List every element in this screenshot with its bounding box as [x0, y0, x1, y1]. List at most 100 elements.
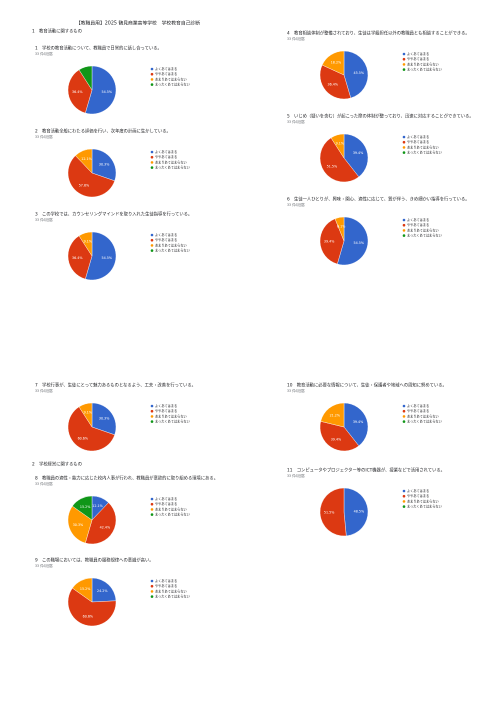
pie-slice — [343, 402, 369, 447]
legend-swatch — [150, 72, 154, 76]
slice-label: 54.5% — [101, 256, 111, 260]
pie-slice — [321, 50, 345, 76]
legend-swatch — [150, 155, 154, 159]
legend-label: ややあてはまる — [407, 493, 429, 498]
legend-label: あまりあてはまらない — [155, 76, 187, 81]
slice-label: 6.1% — [337, 224, 345, 228]
legend-swatch — [402, 52, 406, 56]
legend-label: よくあてはまる — [155, 403, 177, 408]
slice-label: 36.4% — [72, 256, 82, 260]
legend-label: ややあてはまる — [155, 583, 177, 588]
question-title: 3 この学校では、カウンセリングマインドを取り入れた生徒指導を行っている。 — [35, 211, 192, 218]
slice-label: 36.4% — [72, 90, 82, 94]
response-count: 33 件の回答 — [35, 51, 54, 56]
pie-slice — [67, 406, 115, 452]
slice-label: 60.6% — [83, 614, 93, 618]
slice-label: 18.2% — [331, 60, 341, 64]
legend-label: まったくあてはまらない — [407, 150, 442, 155]
question-title: 4 教育相談体制が整備されており、生徒は学級担任以外の教職員とも相談することがで… — [287, 30, 470, 37]
legend-swatch — [150, 584, 154, 588]
slice-label: 39.4% — [331, 438, 341, 442]
legend-label: まったくあてはまらない — [155, 419, 190, 424]
response-count: 33 件の回答 — [287, 36, 306, 41]
legend-label: ややあてはまる — [155, 408, 177, 413]
slice-label: 12.1% — [81, 157, 91, 161]
pie-slice — [91, 148, 117, 182]
pie-slice — [319, 64, 352, 100]
response-count: 33 件の回答 — [35, 481, 54, 486]
slice-label: 30.3% — [99, 416, 109, 420]
pie-slice — [85, 65, 117, 115]
slice-label: 9.1% — [336, 142, 344, 146]
pie-slice — [337, 216, 369, 266]
legend-label: あまりあてはまらない — [407, 144, 439, 149]
legend-swatch — [150, 78, 154, 81]
response-count: 33 件の回答 — [35, 134, 54, 139]
legend-label: ややあてはまる — [407, 408, 429, 413]
legend-label: まったくあてはまらない — [407, 504, 442, 509]
legend-label: まったくあてはまらない — [407, 419, 442, 424]
legend-label: まったくあてはまらない — [155, 512, 190, 517]
slice-label: 51.5% — [327, 165, 337, 169]
legend-label: ややあてはまる — [155, 154, 177, 159]
pie-slice — [320, 402, 345, 428]
legend-swatch — [150, 233, 154, 237]
pie-slice — [72, 577, 93, 603]
legend-label: ややあてはまる — [155, 71, 177, 76]
pie-slice — [67, 505, 93, 544]
legend-swatch — [402, 500, 406, 503]
pie-slice — [334, 216, 345, 242]
legend-label: ややあてはまる — [407, 56, 429, 61]
question-title: 8 教職員の適性・能力に応じた校内人事が行われ、教職員が意欲的に取り組める環境に… — [35, 475, 218, 482]
pie-slice — [67, 587, 117, 627]
legend-swatch — [402, 223, 406, 227]
legend-label: あまりあてはまらない — [407, 498, 439, 503]
legend-label: よくあてはまる — [155, 496, 177, 501]
pie-slice — [67, 155, 115, 198]
pie-slice — [67, 69, 93, 114]
slice-label: 30.3% — [99, 162, 109, 166]
legend-swatch — [402, 140, 406, 144]
legend-swatch — [150, 595, 154, 598]
legend-label: あまりあてはまらない — [155, 413, 187, 418]
legend-swatch — [402, 57, 406, 61]
section-heading: 2 学校経営に関するもの — [32, 461, 82, 468]
legend-swatch — [150, 404, 154, 408]
legend-label: ややあてはまる — [155, 501, 177, 506]
legend-label: よくあてはまる — [407, 134, 429, 139]
pie-slice — [72, 495, 93, 521]
pie-slice — [78, 402, 93, 428]
legend-swatch — [402, 420, 406, 423]
slice-label: 54.5% — [353, 241, 363, 245]
legend-swatch — [402, 151, 406, 154]
pie-slice — [343, 487, 369, 537]
legend-swatch — [150, 590, 154, 593]
legend-label: まったくあてはまらない — [155, 82, 190, 87]
slice-label: 51.5% — [324, 511, 334, 515]
question-title: 7 学校行事が、生徒にとって魅力あるものとなるよう、工夫・改善を行っている。 — [35, 382, 196, 389]
question-title: 5 いじめ（疑いを含む）が起こった際の体制が整っており、迅速に対応することができ… — [287, 113, 474, 120]
legend-swatch — [402, 218, 406, 222]
legend-label: よくあてはまる — [155, 149, 177, 154]
slice-label: 45.5% — [353, 71, 363, 75]
pie-slice — [319, 137, 360, 183]
legend-label: あまりあてはまらない — [407, 61, 439, 66]
legend-swatch — [402, 494, 406, 498]
slice-label: 9.1% — [84, 411, 92, 415]
legend-swatch — [402, 229, 406, 232]
slice-label: 57.6% — [79, 184, 89, 188]
response-count: 33 件の回答 — [35, 563, 54, 568]
legend-swatch — [150, 238, 154, 242]
legend-label: ややあてはまる — [407, 222, 429, 227]
legend-label: ややあてはまる — [407, 139, 429, 144]
legend-swatch — [402, 63, 406, 66]
legend-swatch — [150, 497, 154, 501]
pie-slice — [343, 133, 369, 178]
slice-label: 12.1% — [92, 504, 102, 508]
legend-swatch — [150, 161, 154, 164]
legend-label: あまりあてはまらない — [155, 506, 187, 511]
response-count: 33 件の回答 — [287, 202, 306, 207]
pie-slice — [330, 133, 345, 159]
legend-swatch — [402, 505, 406, 508]
legend-label: まったくあてはまらない — [155, 165, 190, 170]
